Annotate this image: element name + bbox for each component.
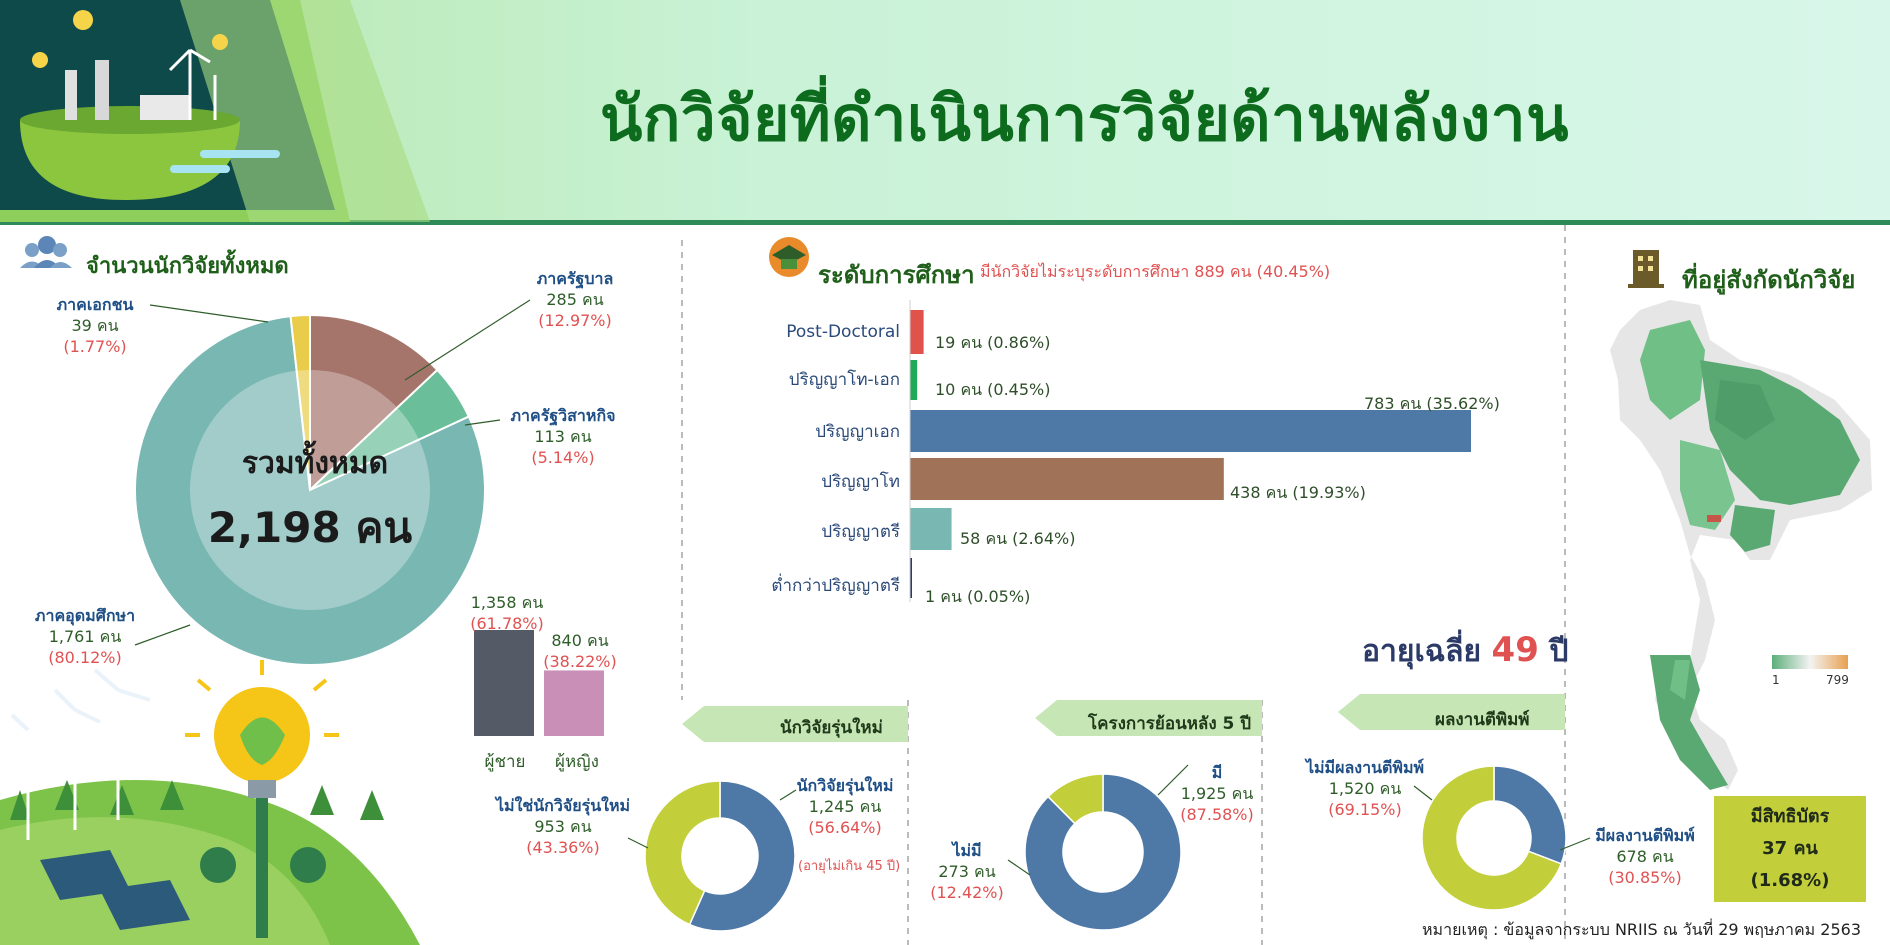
pie-leader-government [404,299,531,381]
patent-label: มีสิทธิบัตร [1750,806,1830,827]
donut-publications-slice-0 [1493,765,1567,865]
ribbon-shape-publications [1338,694,1565,730]
patent-box: มีสิทธิบัตร 37 คน (1.68%) [1714,796,1866,902]
edu-label-master-doc: ปริญญาโท-เอก [788,370,900,390]
map-legend-max: 799 [1826,673,1849,687]
pie-leader-higher-education [134,624,191,646]
ribbon-publications: ผลงานตีพิมพ์ [1435,710,1530,730]
pie-slice-3 [289,313,311,491]
pie-inner-ring [190,370,430,610]
map-legend-bar [1772,655,1848,669]
edu-value-postdoc: 19 คน (0.86%) [935,333,1051,352]
affiliation-title: ที่อยู่สังกัดนักวิจัย [1682,266,1856,294]
edu-bar-3 [910,458,1224,500]
people-icon [20,236,72,268]
pie-leader-private [149,304,269,323]
footnote: หมายเหตุ : ข้อมูลจากระบบ NRIIS ณ วันที่ … [1422,920,1862,939]
ribbon-projects: โครงการย้อนหลัง 5 ปี [1088,714,1252,734]
building-icon [1628,250,1664,288]
edu-value-bachelor: 58 คน (2.64%) [960,529,1076,548]
donut3-label-no: ไม่มีผลงานตีพิมพ์ 1,520 คน (69.15%) [1305,758,1425,819]
eco-city-icon [20,10,280,200]
edu-label-bachelor: ปริญญาตรี [821,522,900,542]
donut-new-researchers-slice-1 [644,780,721,926]
donut3-leader-yes [1559,837,1591,851]
patent-pct: (1.68%) [1750,870,1830,891]
edu-label-postdoc: Post-Doctoral [786,322,900,342]
donut3-leader-no [1413,785,1433,801]
renewable-energy-illustration [0,660,420,945]
donut2-label-yes: มี 1,925 คน (87.58%) [1180,763,1254,824]
donut3-label-yes: มีผลงานตีพิมพ์ 678 คน (30.85%) [1595,826,1695,887]
edu-value-master-doc: 10 คน (0.45%) [935,380,1051,399]
avg-age: อายุเฉลี่ย 49 ปี [1362,628,1568,675]
pie-slice-2 [134,314,486,666]
graduation-icon [769,237,809,277]
edu-bar-4 [910,508,952,550]
donut1-leader-new [779,789,797,801]
edu-bar-0 [910,310,924,354]
page-title: นักวิจัยที่ดำเนินการวิจัยด้านพลังงาน [600,82,1569,155]
gender-male-value: 1,358 คน (61.78%) [470,593,544,633]
gender-bar-1 [544,670,604,736]
avg-age-unit: ปี [1549,634,1569,669]
donut2-label-no: ไม่มี 273 คน (12.42%) [930,841,1004,902]
pie-label-state-enterprise: ภาครัฐวิสาหกิจ 113 คน (5.14%) [510,406,616,467]
donut1-label-new: นักวิจัยรุ่นใหม่ 1,245 คน (56.64%) [796,776,894,837]
avg-age-label: อายุเฉลี่ย [1362,634,1482,669]
ribbon-shape-new-researchers [682,706,908,742]
map-legend-min: 1 [1772,673,1780,687]
edu-label-doctorate: ปริญญาเอก [815,422,900,442]
gender-female-label: ผู้หญิง [555,752,599,772]
pie-label-private: ภาคเอกชน 39 คน (1.77%) [56,295,134,356]
ribbon-new-researchers: นักวิจัยรุ่นใหม่ [780,718,883,738]
education-title: ระดับการศึกษา [818,261,975,289]
pie-label-government: ภาครัฐบาล 285 คน (12.97%) [536,269,614,330]
patent-value: 37 คน [1762,838,1818,859]
donut2-leader-no [1007,859,1031,876]
pie-label-higher-education: ภาคอุดมศึกษา 1,761 คน (80.12%) [34,606,136,667]
gender-female-value: 840 คน (38.22%) [543,631,617,671]
edu-value-master: 438 คน (19.93%) [1230,483,1366,502]
donut-new-researchers-slice-0 [688,780,796,932]
pie-leader-state-enterprise [464,419,501,426]
education-note: มีนักวิจัยไม่ระบุระดับการศึกษา 889 คน (4… [980,262,1331,281]
ribbon-shape-projects [1035,700,1262,736]
total-section-title: จำนวนนักวิจัยทั้งหมด [86,254,289,279]
edu-bar-1 [910,360,918,400]
avg-age-value: 49 [1491,630,1539,670]
thailand-map [1610,300,1872,790]
edu-value-below-bachelor: 1 คน (0.05%) [925,587,1031,606]
gender-bar-0 [474,630,534,736]
edu-value-doctorate: 783 คน (35.62%) [1364,394,1500,413]
edu-label-master: ปริญญาโท [821,472,900,492]
gender-male-label: ผู้ชาย [484,752,526,772]
total-center-label: รวมทั้งหมด [241,446,389,481]
donut1-leader-not-new [627,837,649,849]
edu-label-below-bachelor: ต่ำกว่าปริญญาตรี [771,576,900,596]
donut2-leader-yes [1157,764,1189,796]
header-rule [0,220,1890,225]
total-center-value: 2,198 คน [207,503,413,552]
edu-bar-2 [910,410,1471,452]
donut-projects-slice-1 [1047,773,1104,825]
donut-publications-slice-1 [1421,765,1563,911]
donut1-label-not-new: ไม่ใช่นักวิจัยรุ่นใหม่ 953 คน (43.36%) [495,796,631,857]
edu-bar-5 [910,558,912,598]
donut1-note: (อายุไม่เกิน 45 ปี) [798,859,901,874]
